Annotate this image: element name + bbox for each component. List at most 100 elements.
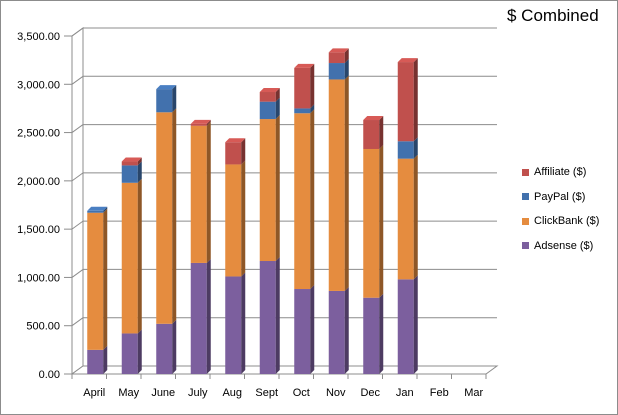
- gridline-side: [71, 220, 84, 230]
- bar-clickbank-nov: [328, 79, 345, 291]
- bar-clickbank-may: [121, 182, 138, 334]
- bar-top: [156, 85, 177, 90]
- bar-affiliate-nov: [328, 52, 345, 64]
- x-tick-label: Oct: [293, 387, 310, 399]
- bar-clickbank-oct: [294, 113, 311, 290]
- bar-side: [379, 293, 384, 374]
- bar-side: [275, 257, 280, 374]
- bar-top: [121, 157, 142, 162]
- bar-top: [225, 138, 246, 143]
- bar-side: [103, 206, 108, 213]
- bar-paypal-oct: [294, 108, 311, 114]
- bar-side: [275, 88, 280, 102]
- bar-side: [344, 286, 349, 374]
- bar-adsense-aug: [225, 276, 242, 374]
- bar-side: [379, 144, 384, 298]
- bar-paypal-jan: [397, 141, 414, 159]
- bar-top: [190, 119, 211, 124]
- gridline-side: [71, 317, 84, 327]
- bar-side: [137, 157, 142, 166]
- bar-side: [172, 319, 177, 374]
- legend-item: Affiliate ($): [522, 160, 599, 185]
- bar-side: [206, 119, 211, 126]
- x-tick-label: Nov: [326, 387, 346, 399]
- bar-side: [344, 75, 349, 291]
- bar-adsense-oct: [294, 289, 311, 374]
- bar-side: [344, 48, 349, 64]
- bar-top: [294, 63, 315, 68]
- bar-side: [206, 258, 211, 374]
- bar-side: [241, 138, 246, 165]
- bar-side: [241, 272, 246, 374]
- bar-adsense-jan: [397, 279, 414, 374]
- bar-top: [328, 48, 349, 53]
- y-tick-label: 0.00: [39, 369, 60, 381]
- legend-label: Affiliate ($): [534, 166, 587, 179]
- bar-side: [310, 63, 315, 109]
- bar-side: [172, 85, 177, 113]
- bar-affiliate-jan: [397, 62, 414, 142]
- bar-side: [413, 154, 418, 280]
- bar-adsense-april: [87, 349, 104, 374]
- x-tick-label: Feb: [430, 387, 449, 399]
- bar-side: [413, 275, 418, 374]
- legend-swatch: [522, 193, 529, 201]
- bar-clickbank-dec: [363, 148, 380, 298]
- x-tick-label: June: [151, 387, 175, 399]
- bar-side: [275, 97, 280, 120]
- bar-top: [363, 116, 384, 121]
- x-tick-label: July: [188, 387, 208, 399]
- y-tick-label: 3,500.00: [17, 31, 60, 43]
- y-tick-label: 500.00: [26, 321, 60, 333]
- x-tick-label: April: [83, 387, 105, 399]
- x-tick-label: May: [118, 387, 139, 399]
- bar-top: [87, 206, 108, 211]
- bar-adsense-may: [121, 333, 138, 374]
- legend-label: ClickBank ($): [534, 215, 600, 228]
- y-tick-label: 1,000.00: [17, 272, 60, 284]
- gridline-side: [71, 75, 84, 85]
- gridline-side: [71, 27, 84, 37]
- bar-paypal-nov: [328, 63, 345, 80]
- bar-side: [137, 161, 142, 183]
- bar-adsense-july: [190, 262, 207, 374]
- gridline-side: [71, 124, 84, 133]
- bar-clickbank-aug: [225, 164, 242, 277]
- bar-adsense-nov: [328, 290, 345, 374]
- legend-swatch: [522, 217, 529, 225]
- bar-paypal-may: [121, 165, 138, 183]
- y-tick-label: 2,500.00: [17, 128, 60, 140]
- legend-item: ClickBank ($): [522, 209, 599, 234]
- bar-side: [344, 59, 349, 80]
- bar-clickbank-april: [87, 212, 104, 350]
- bar-side: [103, 208, 108, 350]
- bar-side: [172, 108, 177, 324]
- legend-swatch: [522, 168, 529, 176]
- legend-item: Adsense ($): [522, 234, 599, 259]
- bar-side: [103, 345, 108, 374]
- bar-side: [413, 58, 418, 142]
- bar-affiliate-aug: [225, 142, 242, 165]
- bar-side: [137, 329, 142, 374]
- bar-clickbank-june: [156, 112, 173, 324]
- bar-side: [413, 137, 418, 159]
- chart-title: $ Combined: [507, 6, 599, 25]
- gridline-side: [71, 269, 84, 278]
- y-tick-label: 3,000.00: [17, 79, 60, 91]
- x-tick-label: Jan: [396, 387, 414, 399]
- y-tick-label: 1,500.00: [17, 224, 60, 236]
- x-tick-label: Aug: [222, 387, 242, 399]
- bar-side: [275, 115, 280, 262]
- bar-adsense-sept: [259, 261, 276, 374]
- bar-paypal-sept: [259, 101, 276, 120]
- bar-clickbank-sept: [259, 119, 276, 262]
- bar-clickbank-jan: [397, 158, 414, 280]
- bar-side: [241, 160, 246, 277]
- bar-affiliate-may: [121, 161, 138, 166]
- x-tick-label: Mar: [464, 387, 483, 399]
- bar-clickbank-july: [190, 125, 207, 263]
- y-tick-label: 2,000.00: [17, 176, 60, 188]
- bar-affiliate-july: [190, 123, 207, 126]
- bar-side: [310, 104, 315, 114]
- bar-side: [379, 116, 384, 149]
